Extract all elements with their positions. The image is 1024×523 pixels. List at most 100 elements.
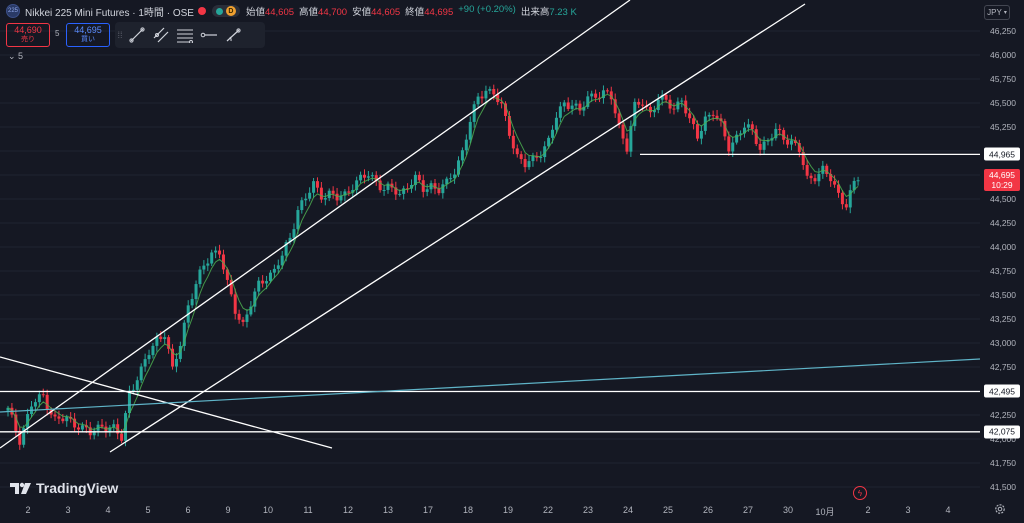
candle-body[interactable] [237,313,241,320]
candle-body[interactable] [833,181,837,185]
indicators-collapse[interactable]: ⌄ 5 [8,51,24,61]
candle-body[interactable] [253,291,257,307]
candle-body[interactable] [355,180,359,191]
candle-body[interactable] [112,424,116,428]
candle-body[interactable] [268,272,272,282]
candle-body[interactable] [386,183,390,190]
candle-body[interactable] [766,140,770,142]
price-chart[interactable] [0,0,980,500]
candle-body[interactable] [343,191,347,196]
candle-body[interactable] [284,242,288,256]
candle-body[interactable] [836,184,840,193]
candle-body[interactable] [272,268,276,273]
candle-body[interactable] [409,184,413,189]
candle-body[interactable] [594,93,598,98]
candle-body[interactable] [621,124,625,139]
candle-body[interactable] [6,407,10,411]
candle-body[interactable] [41,394,45,396]
candle-body[interactable] [65,417,69,422]
candle-body[interactable] [261,280,265,284]
candle-body[interactable] [245,314,249,322]
price-axis[interactable]: 46,25046,00045,75045,50045,25045,00044,7… [982,0,1024,523]
candle-body[interactable] [648,106,652,113]
candle-body[interactable] [637,101,641,105]
candle-body[interactable] [774,128,778,139]
candle-body[interactable] [598,97,602,99]
symbol-badge[interactable]: 225 [6,4,20,18]
candle-body[interactable] [449,178,453,180]
candle-body[interactable] [127,390,131,414]
candle-body[interactable] [742,127,746,134]
candle-body[interactable] [296,210,300,230]
flash-icon[interactable]: ϟ [853,486,867,500]
candle-body[interactable] [793,140,797,144]
candle-body[interactable] [265,281,269,284]
candle-body[interactable] [249,306,253,315]
candle-body[interactable] [586,96,590,107]
horizontal-ray-icon[interactable] [197,25,221,45]
candle-body[interactable] [480,96,484,99]
candle-body[interactable] [359,174,363,181]
candle-body[interactable] [147,355,151,360]
candle-body[interactable] [406,188,410,190]
candle-body[interactable] [167,337,171,349]
candle-body[interactable] [351,190,355,193]
candle-body[interactable] [727,136,731,152]
candle-body[interactable] [723,120,727,137]
candle-body[interactable] [402,188,406,194]
candle-body[interactable] [613,99,617,114]
candle-body[interactable] [100,424,104,427]
candle-body[interactable] [848,190,852,208]
candle-body[interactable] [692,118,696,125]
candle-body[interactable] [151,345,155,356]
candle-body[interactable] [829,173,833,182]
candle-body[interactable] [844,204,848,208]
gear-icon[interactable] [994,503,1006,515]
candle-body[interactable] [554,117,558,130]
candle-body[interactable] [680,100,684,102]
steep-up-trend-line[interactable] [0,0,631,449]
candle-body[interactable] [214,250,218,253]
candle-body[interactable] [492,88,496,95]
candle-body[interactable] [754,129,758,144]
candle-body[interactable] [225,269,229,280]
candle-body[interactable] [22,428,26,445]
candle-body[interactable] [194,284,198,300]
candle-body[interactable] [308,192,312,199]
candle-body[interactable] [664,94,668,100]
candle-body[interactable] [45,394,49,410]
candle-body[interactable] [527,161,531,168]
currency-selector[interactable]: JPY ▾ [984,5,1010,20]
indicator-pill[interactable]: D [211,5,240,17]
candle-body[interactable] [304,198,308,201]
candle-body[interactable] [789,140,793,145]
candle-body[interactable] [171,348,175,367]
candle-body[interactable] [672,108,676,110]
candle-body[interactable] [288,237,292,243]
candle-body[interactable] [617,113,621,125]
candle-body[interactable] [221,254,225,270]
candle-body[interactable] [676,101,680,110]
sell-button[interactable]: 44,690 売り [6,23,50,47]
candle-body[interactable] [547,137,551,147]
candle-body[interactable] [182,322,186,346]
candle-body[interactable] [750,124,754,130]
candle-body[interactable] [711,114,715,116]
candle-body[interactable] [362,174,366,178]
candle-body[interactable] [519,154,523,160]
candle-body[interactable] [484,90,488,99]
candle-body[interactable] [715,115,719,119]
candle-body[interactable] [476,96,480,105]
chart-title[interactable]: Nikkei 225 Mini Futures · 1時間 · OSE [25,7,194,19]
candle-body[interactable] [233,294,237,314]
candle-body[interactable] [786,139,790,145]
candle-body[interactable] [590,93,594,97]
candle-body[interactable] [825,165,829,174]
candle-body[interactable] [108,427,112,433]
candle-body[interactable] [488,88,492,91]
candle-body[interactable] [61,418,65,422]
candle-body[interactable] [300,200,304,211]
candle-body[interactable] [312,181,316,193]
candle-body[interactable] [778,128,782,131]
candle-body[interactable] [202,265,206,270]
